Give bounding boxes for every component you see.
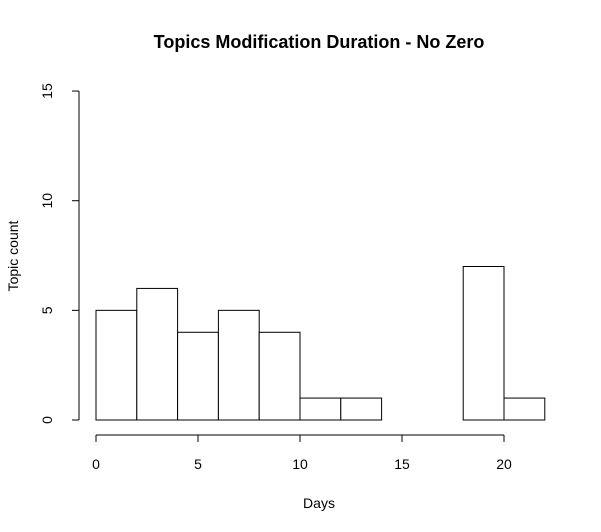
y-tick-label-2: 10 xyxy=(39,193,55,209)
histogram-bar-1 xyxy=(136,287,179,421)
histogram-bar-6 xyxy=(340,397,383,421)
histogram-bar-3 xyxy=(217,309,260,421)
x-axis: 0 5 10 15 20 xyxy=(92,434,512,472)
x-tick-label-4: 20 xyxy=(496,456,512,472)
histogram-bar-10 xyxy=(503,397,546,421)
y-axis-label: Topic count xyxy=(5,220,21,291)
chart-title: Topics Modification Duration - No Zero xyxy=(154,32,485,52)
bars-group xyxy=(95,265,546,421)
y-axis: 0 5 10 15 xyxy=(39,83,80,424)
y-tick-label-0: 0 xyxy=(39,416,55,424)
x-tick-label-0: 0 xyxy=(92,456,100,472)
x-tick-label-3: 15 xyxy=(394,456,410,472)
y-tick-label-1: 5 xyxy=(39,306,55,314)
x-tick-label-2: 10 xyxy=(292,456,308,472)
x-tick-label-1: 5 xyxy=(194,456,202,472)
y-tick-label-3: 15 xyxy=(39,83,55,99)
histogram-bar-4 xyxy=(258,331,301,421)
x-axis-label: Days xyxy=(303,495,335,511)
histogram-bar-0 xyxy=(95,309,138,421)
histogram-bar-9 xyxy=(462,265,505,421)
histogram-bar-5 xyxy=(299,397,342,421)
histogram-bar-2 xyxy=(177,331,219,421)
